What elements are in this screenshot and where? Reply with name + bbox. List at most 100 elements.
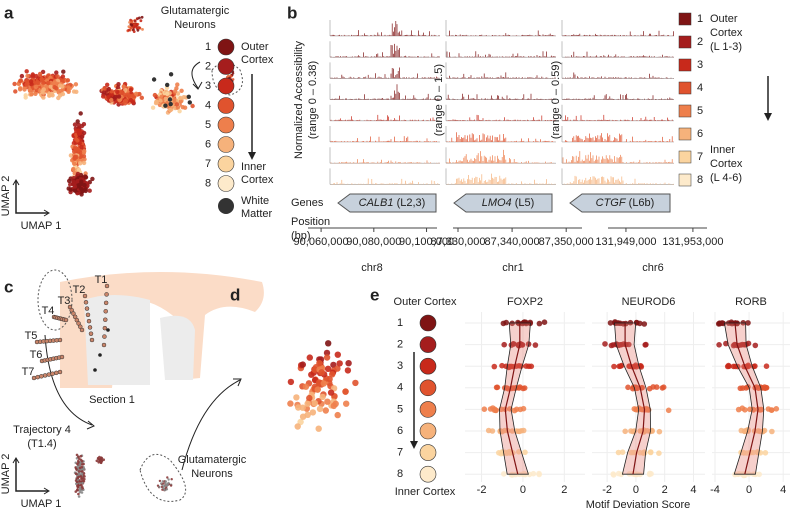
- cell-dot: [630, 449, 636, 456]
- cell-dot: [716, 320, 723, 327]
- cell-point: [287, 378, 295, 386]
- cell-point: [80, 465, 84, 469]
- x-tick-label: 87,330,000: [430, 236, 485, 248]
- cell-point: [75, 146, 81, 152]
- panel-label: e: [370, 285, 379, 304]
- cell-dot: [518, 428, 525, 434]
- arrow-head: [12, 179, 20, 186]
- spot: [63, 317, 69, 323]
- label: T4: [42, 305, 55, 317]
- white-matter: [84, 295, 150, 385]
- panel-label: a: [4, 3, 14, 22]
- x-tick-label: 87,340,000: [485, 236, 540, 248]
- cell-point: [68, 153, 74, 158]
- cell-point: [75, 119, 80, 124]
- legend-number: 7: [205, 158, 211, 170]
- cell-dot: [509, 428, 516, 434]
- legend-swatch: [217, 155, 235, 173]
- cell-point: [82, 462, 85, 466]
- panel-label: b: [287, 3, 297, 22]
- cell-point: [130, 23, 134, 27]
- cell-point: [46, 80, 51, 86]
- cell-point: [78, 111, 83, 116]
- spot: [84, 306, 90, 311]
- cell-point: [160, 482, 163, 485]
- cell-point: [71, 179, 76, 184]
- legend-swatch: [678, 12, 692, 26]
- cell-dot: [773, 406, 780, 412]
- x-tick-label: -2: [477, 484, 487, 496]
- cell-dot: [610, 471, 616, 477]
- cell-dot: [619, 449, 626, 456]
- cell-point: [66, 88, 71, 93]
- cell-point: [167, 481, 170, 485]
- spot: [87, 325, 93, 330]
- cell-point: [75, 453, 79, 457]
- cell-dot: [752, 342, 759, 349]
- cell-point: [137, 91, 142, 97]
- cell-point: [13, 89, 18, 94]
- cell-dot: [643, 341, 649, 348]
- cell-dot: [659, 385, 666, 391]
- cell-point: [77, 492, 80, 496]
- cell-point: [323, 349, 331, 357]
- cell-dot: [511, 407, 518, 414]
- cell-point: [57, 83, 63, 88]
- cell-dot: [504, 385, 510, 391]
- label: Glutamatergic: [178, 454, 247, 466]
- cell-dot: [763, 363, 770, 370]
- x-tick-label: 4: [690, 484, 696, 496]
- cell-point: [79, 192, 84, 197]
- legend-swatch: [419, 401, 437, 418]
- trend-line: [504, 323, 521, 475]
- cell-point: [61, 69, 66, 74]
- spot: [88, 331, 94, 336]
- cell-dot: [647, 470, 653, 477]
- legend-swatch: [217, 116, 235, 134]
- cell-dot: [520, 405, 527, 412]
- spot: [104, 292, 109, 297]
- cell-point: [81, 160, 87, 166]
- panel-label: d: [230, 285, 240, 304]
- spot: [89, 337, 95, 343]
- track-signal: [330, 21, 440, 36]
- label: Outer: [241, 41, 269, 53]
- cell-point: [190, 103, 195, 109]
- cell-point: [52, 85, 57, 90]
- legend-swatch: [419, 314, 437, 332]
- legend-swatch: [678, 58, 692, 72]
- cell-point: [82, 479, 86, 483]
- x-tick-label: 2: [561, 484, 567, 496]
- cell-dot: [665, 407, 672, 414]
- label: Cortex: [710, 27, 743, 39]
- cell-point: [35, 79, 40, 85]
- cell-point: [23, 95, 28, 100]
- cell-point: [101, 94, 106, 99]
- cell-point: [47, 93, 52, 98]
- cell-point: [127, 28, 131, 32]
- cell-point: [101, 90, 107, 95]
- cell-point: [81, 487, 84, 490]
- cell-dot: [729, 320, 735, 327]
- label: Cortex: [241, 54, 274, 66]
- cell-point: [79, 179, 84, 184]
- cell-point: [128, 87, 134, 93]
- cell-point: [164, 480, 167, 483]
- label: Neurons: [174, 19, 216, 31]
- cell-point: [154, 99, 159, 105]
- label: Section 1: [89, 394, 135, 406]
- legend-swatch: [678, 127, 692, 141]
- cell-point: [168, 101, 173, 107]
- cell-point: [83, 187, 88, 192]
- cell-dot: [522, 471, 528, 478]
- cell-point: [83, 477, 86, 481]
- cell-dot: [491, 363, 498, 370]
- cell-point: [83, 175, 89, 180]
- label: Neurons: [191, 468, 233, 480]
- cell-point: [302, 383, 310, 390]
- arrow: [44, 334, 93, 426]
- arrow-head: [43, 209, 50, 217]
- x-tick-label: 0: [633, 484, 639, 496]
- arrow-head: [86, 420, 95, 430]
- label: Inner: [241, 161, 266, 173]
